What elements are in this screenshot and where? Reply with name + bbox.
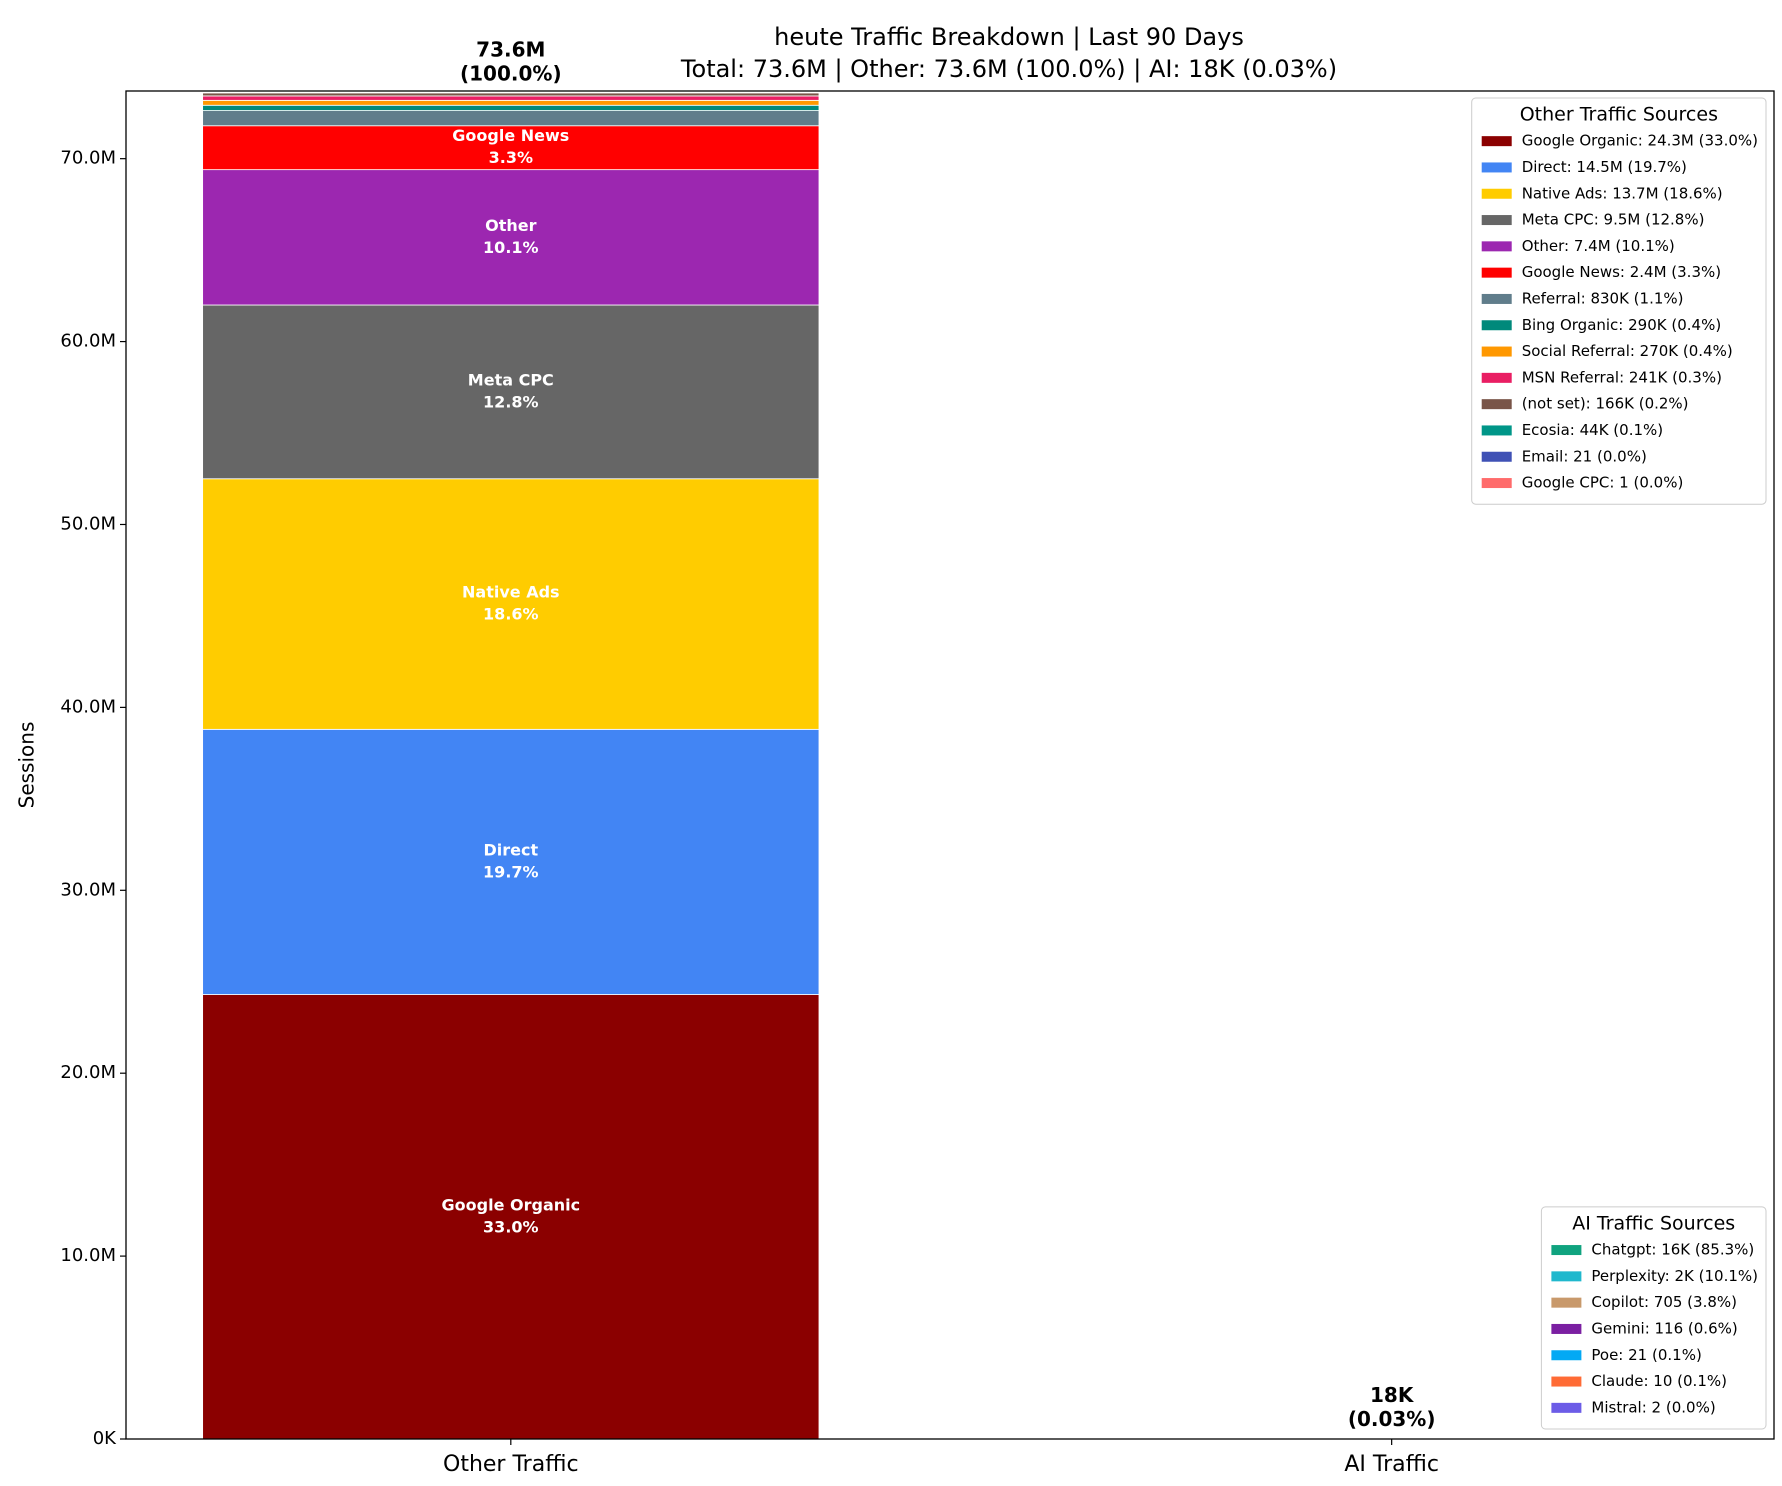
- plot-frame: [125, 90, 1775, 1440]
- y-tick-label: 0K: [93, 1428, 117, 1449]
- legend-swatch: [1481, 188, 1512, 199]
- legend-label: Bing Organic: 290K (0.4%): [1522, 316, 1721, 334]
- bar-segment: [202, 304, 820, 480]
- total-value: 73.6M: [476, 37, 545, 61]
- legend-swatch: [1481, 267, 1512, 278]
- legend-label: MSN Referral: 241K (0.3%): [1522, 368, 1722, 386]
- total-share: (100.0%): [460, 61, 562, 85]
- y-tick-label: 20.0M: [60, 1062, 116, 1083]
- legend-swatch: [1551, 1297, 1582, 1308]
- legend-title: Other Traffic Sources: [1520, 104, 1718, 126]
- bar-segment: [202, 125, 820, 171]
- y-tick-label: 40.0M: [60, 696, 116, 717]
- legend-swatch: [1551, 1376, 1582, 1387]
- bar-segment: [202, 104, 820, 111]
- legend-label: Other: 7.4M (10.1%): [1522, 237, 1675, 255]
- x-tick-label: Other Traffic: [443, 1452, 579, 1477]
- legend-swatch: [1481, 293, 1512, 304]
- legend-label: Email: 21 (0.0%): [1522, 447, 1647, 465]
- total-share: (0.03%): [1348, 1407, 1436, 1431]
- legend-label: Native Ads: 13.7M (18.6%): [1522, 184, 1723, 202]
- segment-name: Meta CPC: [468, 370, 554, 389]
- legend-swatch: [1481, 215, 1512, 226]
- legend-label: Social Referral: 270K (0.4%): [1522, 342, 1733, 360]
- segment-share: 3.3%: [489, 148, 533, 167]
- legend-label: Google Organic: 24.3M (33.0%): [1522, 132, 1758, 150]
- segment-share: 10.1%: [483, 238, 539, 257]
- legend-swatch: [1481, 241, 1512, 252]
- segment-name: Google News: [452, 126, 569, 145]
- segment-share: 18.6%: [483, 605, 539, 624]
- bar-segment: [202, 478, 820, 730]
- legend-swatch: [1481, 372, 1512, 383]
- legend-label: Poe: 21 (0.1%): [1591, 1346, 1701, 1364]
- legend-swatch: [1551, 1271, 1582, 1282]
- legend-swatch: [1481, 399, 1512, 410]
- legend-label: Google News: 2.4M (3.3%): [1522, 263, 1721, 281]
- total-value: 18K: [1370, 1383, 1415, 1407]
- legend-swatch: [1481, 136, 1512, 147]
- legend-swatch: [1481, 162, 1512, 173]
- legend-label: Google CPC: 1 (0.0%): [1522, 474, 1684, 492]
- chart-title: heute Traffic Breakdown | Last 90 Days: [774, 23, 1244, 51]
- segment-share: 19.7%: [483, 862, 539, 881]
- legend-label: (not set): 166K (0.2%): [1522, 395, 1689, 413]
- bar-segment: [202, 95, 820, 101]
- legend-swatch: [1551, 1402, 1582, 1413]
- segment-share: 33.0%: [483, 1217, 539, 1236]
- legend-swatch: [1551, 1245, 1582, 1256]
- segment-name: Native Ads: [462, 583, 560, 602]
- legend: Other Traffic Sources Google Organic: 24.…: [1471, 97, 1767, 505]
- legend-title: AI Traffic Sources: [1572, 1212, 1735, 1234]
- segment-share: 12.8%: [483, 392, 539, 411]
- legend-label: Perplexity: 2K (10.1%): [1591, 1267, 1758, 1285]
- bar-segment: [202, 728, 820, 995]
- legend-swatch: [1481, 425, 1512, 436]
- bar-segment: [202, 99, 820, 106]
- legend-box: [1471, 97, 1767, 505]
- legend-label: Gemini: 116 (0.6%): [1591, 1319, 1737, 1337]
- legend-label: Ecosia: 44K (0.1%): [1522, 421, 1663, 439]
- legend-label: Mistral: 2 (0.0%): [1591, 1398, 1715, 1416]
- legend-label: Meta CPC: 9.5M (12.8%): [1522, 211, 1705, 229]
- legend: AI Traffic Sources Chatgpt: 16K (85.3%) Pe…: [1540, 1206, 1767, 1430]
- legend-swatch: [1481, 320, 1512, 331]
- legend-label: Direct: 14.5M (19.7%): [1522, 158, 1687, 176]
- legend-swatch: [1481, 478, 1512, 489]
- bar-segment: [202, 169, 820, 306]
- legend-label: Referral: 830K (1.1%): [1522, 289, 1684, 307]
- y-tick-label: 30.0M: [60, 879, 116, 900]
- legend-box: [1540, 1206, 1767, 1430]
- y-tick-label: 50.0M: [60, 513, 116, 534]
- y-tick-label: 10.0M: [60, 1245, 116, 1266]
- chart-subtitle: Total: 73.6M | Other: 73.6M (100.0%) | A…: [680, 55, 1337, 83]
- y-axis-label: Sessions: [15, 722, 39, 809]
- y-tick-label: 60.0M: [60, 331, 116, 352]
- y-tick-label: 70.0M: [60, 148, 116, 169]
- segment-name: Direct: [483, 840, 538, 859]
- legend-label: Chatgpt: 16K (85.3%): [1591, 1241, 1754, 1259]
- legend-label: Claude: 10 (0.1%): [1591, 1372, 1727, 1390]
- legend-swatch: [1551, 1350, 1582, 1361]
- bar-segment: [202, 92, 820, 97]
- x-tick-label: AI Traffic: [1344, 1452, 1439, 1477]
- segment-name: Other: [485, 216, 536, 235]
- legend-label: Copilot: 705 (3.8%): [1591, 1293, 1737, 1311]
- legend-swatch: [1481, 451, 1512, 462]
- legend-swatch: [1481, 346, 1512, 357]
- segment-name: Google Organic: [442, 1195, 581, 1214]
- bar-segment: [202, 994, 820, 1440]
- bar-segment: [202, 110, 820, 127]
- legend-swatch: [1551, 1323, 1582, 1334]
